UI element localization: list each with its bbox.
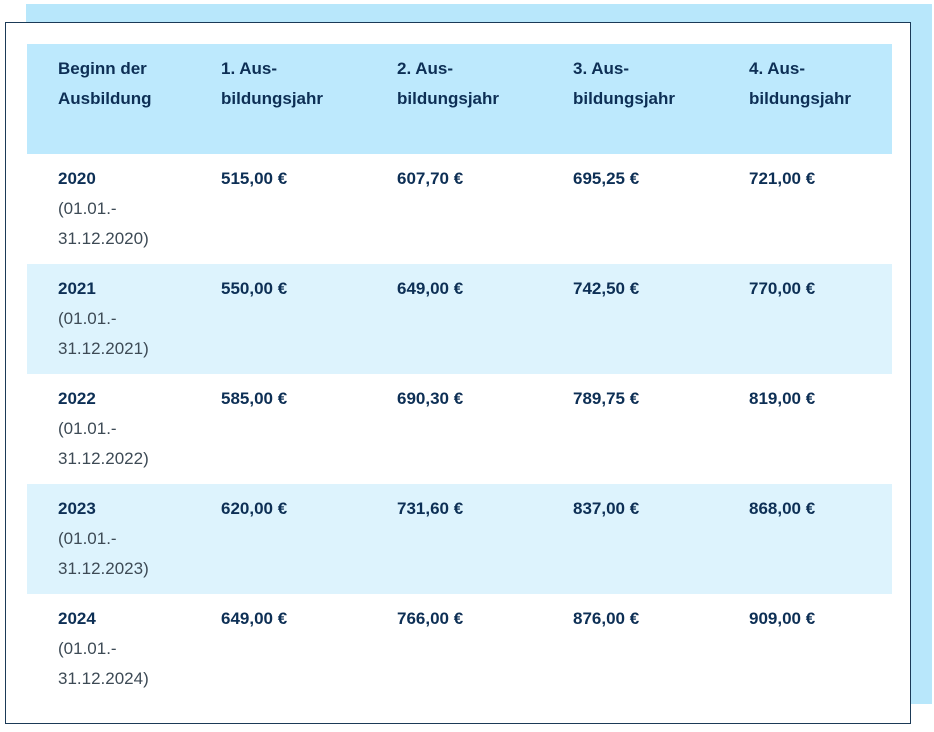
start-cell: 2022 (01.01.- 31.12.2022) — [27, 374, 191, 484]
table-row: 2021 (01.01.- 31.12.2021) 550,00 € 649,0… — [27, 264, 892, 374]
header-start-line1: Beginn der — [58, 59, 147, 78]
start-year: 2021 — [58, 279, 96, 298]
start-year: 2022 — [58, 389, 96, 408]
amount-value: 868,00 € — [749, 499, 816, 518]
amount-year-4: 909,00 € — [719, 594, 892, 704]
amount-value: 876,00 € — [573, 609, 640, 628]
start-year: 2020 — [58, 169, 96, 188]
start-cell: 2020 (01.01.- 31.12.2020) — [27, 154, 191, 264]
amount-year-1: 550,00 € — [191, 264, 367, 374]
amount-value: 909,00 € — [749, 609, 816, 628]
amount-year-2: 649,00 € — [367, 264, 543, 374]
amount-year-2: 690,30 € — [367, 374, 543, 484]
training-pay-table: Beginn der Ausbildung 1. Aus- bildungsja… — [27, 44, 892, 704]
amount-value: 770,00 € — [749, 279, 816, 298]
table-header-row: Beginn der Ausbildung 1. Aus- bildungsja… — [27, 44, 892, 154]
start-range-line2: 31.12.2024) — [58, 669, 149, 688]
amount-year-3: 695,25 € — [543, 154, 719, 264]
header-year-3-line1: 3. Aus- — [573, 59, 630, 78]
amount-value: 837,00 € — [573, 499, 640, 518]
amount-year-3: 742,50 € — [543, 264, 719, 374]
start-range-line2: 31.12.2021) — [58, 339, 149, 358]
header-year-3-line2: bildungsjahr — [573, 89, 675, 108]
amount-value: 789,75 € — [573, 389, 640, 408]
start-range-line1: (01.01.- — [58, 309, 117, 328]
amount-value: 649,00 € — [221, 609, 288, 628]
amount-value: 695,25 € — [573, 169, 640, 188]
amount-year-1: 515,00 € — [191, 154, 367, 264]
start-range-line1: (01.01.- — [58, 639, 117, 658]
amount-value: 550,00 € — [221, 279, 288, 298]
table-row: 2024 (01.01.- 31.12.2024) 649,00 € 766,0… — [27, 594, 892, 704]
header-start: Beginn der Ausbildung — [27, 44, 191, 154]
amount-value: 721,00 € — [749, 169, 816, 188]
start-range-line2: 31.12.2023) — [58, 559, 149, 578]
amount-year-2: 731,60 € — [367, 484, 543, 594]
header-year-4-line2: bildungsjahr — [749, 89, 851, 108]
start-year: 2024 — [58, 609, 96, 628]
amount-year-4: 770,00 € — [719, 264, 892, 374]
header-year-4-line1: 4. Aus- — [749, 59, 806, 78]
amount-value: 766,00 € — [397, 609, 464, 628]
amount-value: 649,00 € — [397, 279, 464, 298]
header-year-4: 4. Aus- bildungsjahr — [719, 44, 892, 154]
start-range-line1: (01.01.- — [58, 199, 117, 218]
amount-value: 620,00 € — [221, 499, 288, 518]
amount-year-4: 868,00 € — [719, 484, 892, 594]
amount-year-2: 607,70 € — [367, 154, 543, 264]
amount-value: 819,00 € — [749, 389, 816, 408]
table-row: 2022 (01.01.- 31.12.2022) 585,00 € 690,3… — [27, 374, 892, 484]
header-year-2-line2: bildungsjahr — [397, 89, 499, 108]
amount-year-3: 789,75 € — [543, 374, 719, 484]
header-year-1-line2: bildungsjahr — [221, 89, 323, 108]
amount-year-1: 620,00 € — [191, 484, 367, 594]
start-range-line2: 31.12.2020) — [58, 229, 149, 248]
start-cell: 2024 (01.01.- 31.12.2024) — [27, 594, 191, 704]
header-year-2-line1: 2. Aus- — [397, 59, 454, 78]
amount-year-3: 837,00 € — [543, 484, 719, 594]
header-year-1-line1: 1. Aus- — [221, 59, 278, 78]
amount-value: 742,50 € — [573, 279, 640, 298]
table-row: 2020 (01.01.- 31.12.2020) 515,00 € 607,7… — [27, 154, 892, 264]
amount-year-1: 585,00 € — [191, 374, 367, 484]
amount-year-2: 766,00 € — [367, 594, 543, 704]
header-year-1: 1. Aus- bildungsjahr — [191, 44, 367, 154]
table-row: 2023 (01.01.- 31.12.2023) 620,00 € 731,6… — [27, 484, 892, 594]
start-year: 2023 — [58, 499, 96, 518]
amount-value: 690,30 € — [397, 389, 464, 408]
amount-value: 731,60 € — [397, 499, 464, 518]
amount-value: 515,00 € — [221, 169, 288, 188]
amount-year-4: 819,00 € — [719, 374, 892, 484]
amount-value: 585,00 € — [221, 389, 288, 408]
header-year-2: 2. Aus- bildungsjahr — [367, 44, 543, 154]
start-range-line1: (01.01.- — [58, 529, 117, 548]
start-cell: 2023 (01.01.- 31.12.2023) — [27, 484, 191, 594]
amount-year-3: 876,00 € — [543, 594, 719, 704]
start-range-line1: (01.01.- — [58, 419, 117, 438]
start-cell: 2021 (01.01.- 31.12.2021) — [27, 264, 191, 374]
table-card: Beginn der Ausbildung 1. Aus- bildungsja… — [5, 22, 911, 724]
header-year-3: 3. Aus- bildungsjahr — [543, 44, 719, 154]
header-start-line2: Ausbildung — [58, 89, 152, 108]
amount-value: 607,70 € — [397, 169, 464, 188]
amount-year-1: 649,00 € — [191, 594, 367, 704]
start-range-line2: 31.12.2022) — [58, 449, 149, 468]
amount-year-4: 721,00 € — [719, 154, 892, 264]
